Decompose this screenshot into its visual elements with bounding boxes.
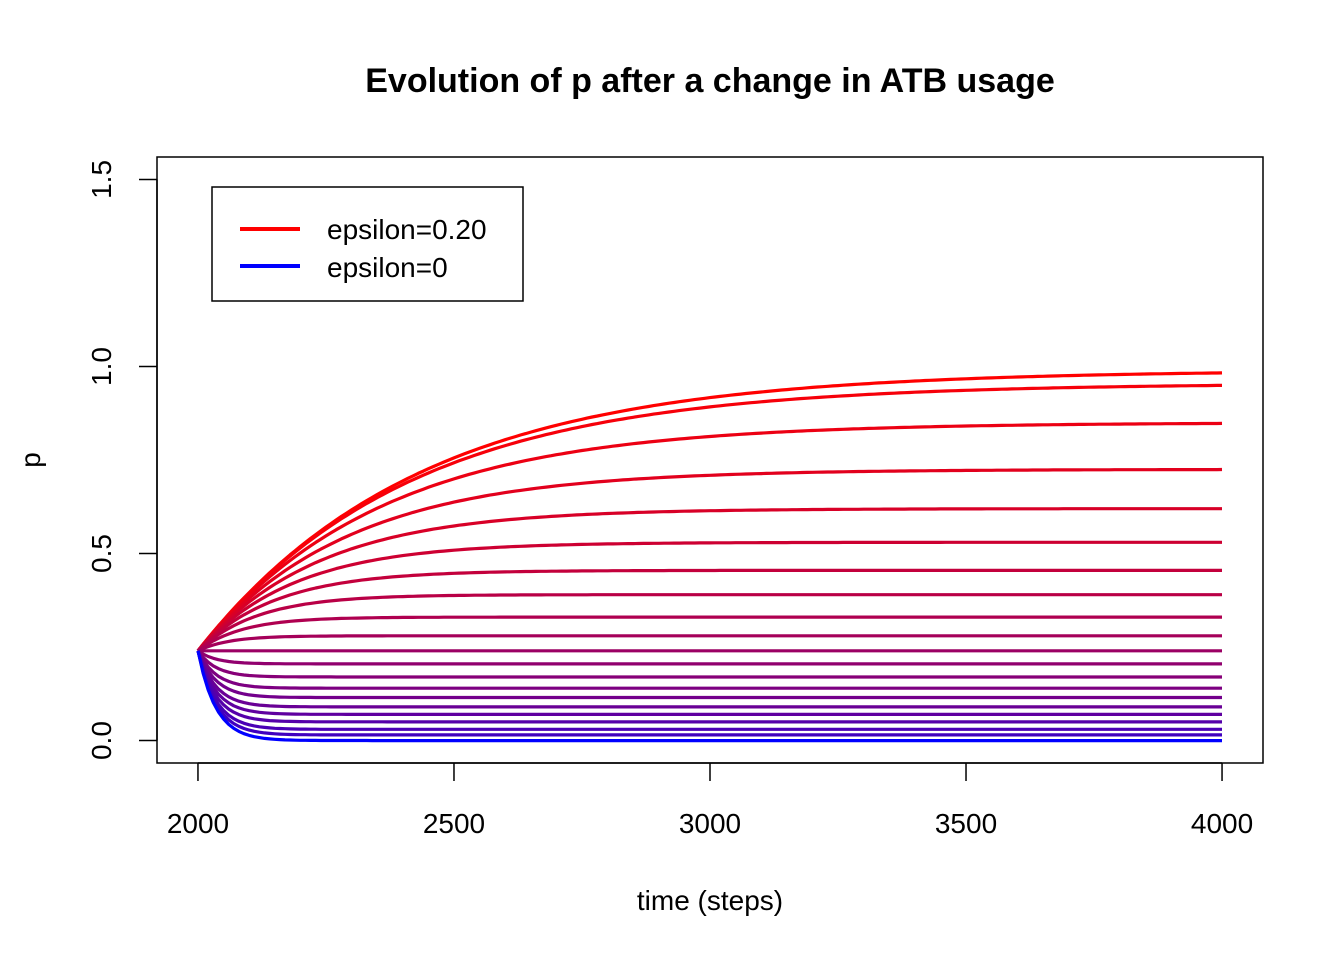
series-line-16 <box>196 650 1222 717</box>
series-line-4 <box>196 507 1222 652</box>
y-axis: 0.0 0.5 1.0 1.5 <box>86 160 158 760</box>
y-tick-label: 0.0 <box>86 721 117 760</box>
y-tick-label: 1.5 <box>86 160 117 199</box>
series-line-1 <box>196 383 1222 652</box>
series-line-6 <box>196 568 1222 652</box>
series-line-7 <box>196 593 1222 652</box>
x-tick-label: 4000 <box>1191 808 1253 839</box>
legend: epsilon=0.20 epsilon=0 <box>211 186 524 302</box>
series-line-8 <box>197 615 1222 653</box>
series-line-0 <box>196 371 1223 652</box>
x-tick-label: 3000 <box>679 808 741 839</box>
series-line-12 <box>196 649 1222 679</box>
series-line-13 <box>196 650 1222 690</box>
series-line-11 <box>197 649 1222 666</box>
y-tick-label: 1.0 <box>86 347 117 386</box>
legend-label-epsilon-0: epsilon=0 <box>327 252 448 283</box>
series-line-5 <box>196 540 1222 652</box>
series-line-19 <box>196 650 1222 737</box>
series-line-2 <box>196 421 1223 652</box>
chart-title: Evolution of p after a change in ATB usa… <box>365 62 1055 100</box>
legend-label-epsilon-020: epsilon=0.20 <box>327 214 487 245</box>
y-tick-label: 0.5 <box>86 534 117 573</box>
series-line-9 <box>197 634 1222 653</box>
series-line-20 <box>196 650 1222 743</box>
x-tick-label: 2000 <box>167 808 229 839</box>
series-line-3 <box>196 467 1223 652</box>
series-line-17 <box>196 650 1222 724</box>
legend-box <box>211 186 524 302</box>
series-line-18 <box>196 650 1222 731</box>
y-axis-label: p <box>15 452 46 468</box>
x-tick-label: 3500 <box>935 808 997 839</box>
series-layer <box>196 371 1223 743</box>
x-axis: 2000 2500 3000 3500 4000 <box>167 762 1253 839</box>
x-tick-label: 2500 <box>423 808 485 839</box>
x-axis-label: time (steps) <box>637 885 783 916</box>
series-line-15 <box>196 650 1222 709</box>
series-line-14 <box>196 650 1222 700</box>
